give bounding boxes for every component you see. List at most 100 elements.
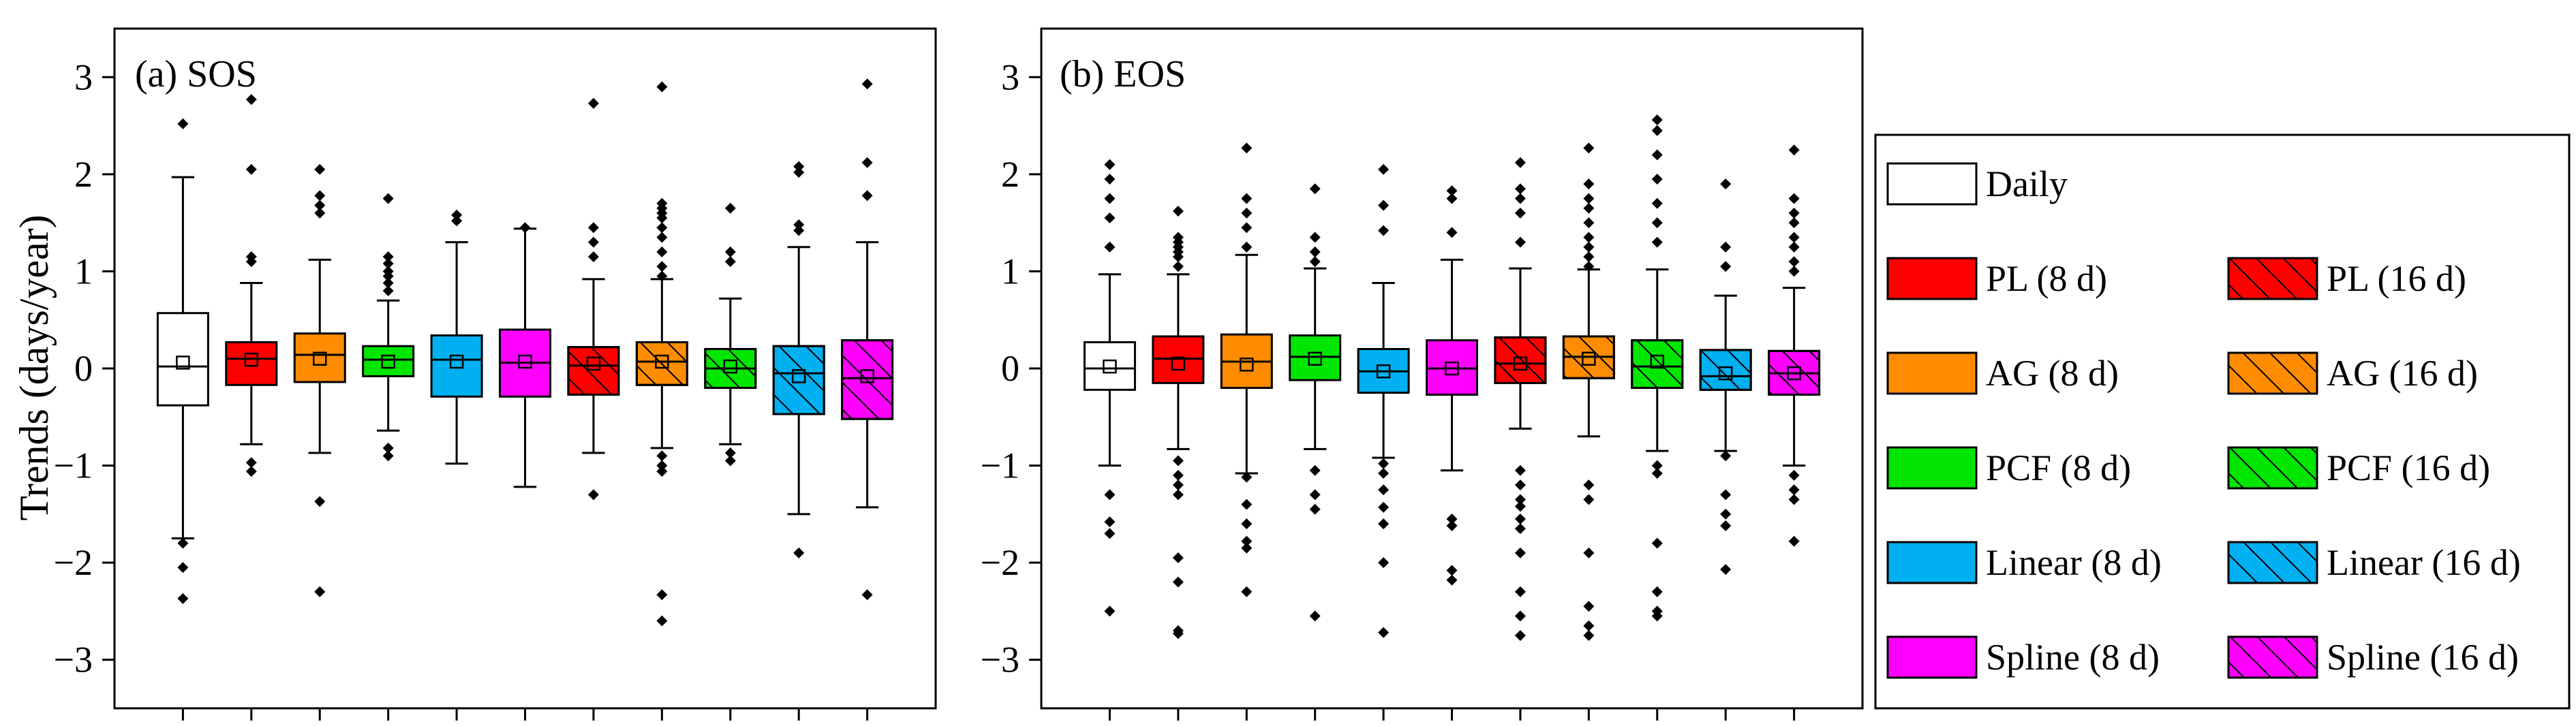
panel-sos: (a) SOS −3 −2 −1 0 1 2 3: [54, 27, 937, 721]
legend-swatch-hatch: [2228, 637, 2317, 678]
legend-swatch: [1886, 257, 1978, 300]
box-pcf-8-d: [362, 193, 415, 462]
legend-swatch-hatch: [2228, 447, 2317, 488]
outlier-point: [1514, 193, 1526, 204]
outlier-point: [314, 496, 326, 507]
outlier-point: [1720, 450, 1732, 462]
outlier-point: [1720, 261, 1732, 272]
y-tick-label: −2: [54, 542, 93, 583]
y-tick-label: 3: [74, 57, 93, 97]
legend-swatch: [1886, 446, 1978, 490]
y-tick-label: 2: [1001, 154, 1019, 195]
outlier-point: [1241, 542, 1253, 554]
box-mean: [586, 356, 601, 371]
legend-frame: [1874, 133, 2571, 710]
outlier-point: [1788, 217, 1800, 229]
outlier-point: [1309, 246, 1321, 257]
outlier-point: [1583, 217, 1595, 229]
outlier-point: [1720, 178, 1732, 190]
outlier-point: [177, 562, 189, 573]
box-outline: [841, 339, 894, 420]
box-spline-16-d: [1768, 144, 1821, 547]
outlier-point: [656, 270, 668, 282]
box-body: [362, 345, 415, 377]
legend-item-pl-16-d: PL (16 d): [2227, 257, 2466, 300]
outlier-point: [1378, 200, 1390, 211]
legend-label: PL (16 d): [2327, 258, 2466, 299]
outlier-point: [1104, 159, 1116, 170]
box-hatch: [1631, 340, 1683, 388]
box-mean: [1171, 356, 1186, 371]
outlier-point: [245, 94, 257, 106]
outlier-point: [1514, 479, 1526, 491]
outlier-point: [1788, 266, 1800, 277]
outlier-point: [1309, 503, 1321, 515]
legend-item-pcf-16-d: PCF (16 d): [2227, 446, 2490, 490]
outlier-point: [1172, 469, 1184, 481]
outlier-point: [1514, 207, 1526, 219]
outlier-point: [1241, 241, 1253, 253]
box-mean: [791, 369, 806, 383]
box-hatch: [1494, 337, 1546, 383]
outlier-point: [1309, 232, 1321, 243]
panel-sos-boxes: [156, 78, 894, 627]
outlier-point: [1651, 149, 1663, 161]
outlier-point: [587, 97, 599, 109]
legend-swatch-outline: [2227, 541, 2318, 584]
outlier-point: [1583, 620, 1595, 631]
outlier-point: [1378, 163, 1390, 175]
outlier-point: [1378, 484, 1390, 496]
outlier-point: [1720, 241, 1732, 253]
outlier-point: [382, 442, 394, 454]
outlier-point: [1583, 547, 1595, 558]
legend-label: PCF (16 d): [2327, 447, 2490, 488]
outlier-point: [1514, 586, 1526, 597]
panel-eos-title: (b) EOS: [1060, 53, 1186, 95]
box-mean: [1308, 351, 1322, 366]
outlier-point: [1514, 523, 1526, 535]
box-hatch: [568, 347, 619, 395]
outlier-point: [1172, 206, 1184, 217]
outlier-point: [656, 615, 668, 627]
y-tick-label: 1: [1001, 251, 1019, 291]
outlier-point: [1514, 494, 1526, 505]
outlier-point: [1172, 479, 1184, 491]
outlier-point: [656, 589, 668, 601]
legend-swatch-outline: [2227, 446, 2318, 490]
outlier-point: [382, 450, 394, 462]
outlier-point: [1172, 552, 1184, 564]
box-mean: [1103, 359, 1117, 374]
outlier-point: [793, 161, 805, 172]
legend-label: Spline (8 d): [1986, 637, 2160, 678]
outlier-point: [1651, 217, 1663, 229]
legend-label: AG (16 d): [2327, 353, 2478, 394]
outlier-point: [1104, 241, 1116, 253]
outlier-point: [1514, 183, 1526, 195]
outlier-point: [1446, 513, 1458, 524]
outlier-point: [587, 489, 599, 501]
outlier-point: [1378, 518, 1390, 530]
box-outline: [1699, 349, 1752, 391]
outlier-point: [1446, 185, 1458, 197]
legend-item-linear-8-d: Linear (8 d): [1886, 541, 2162, 584]
outlier-point: [656, 232, 668, 243]
legend-swatch-outline: [2227, 257, 2318, 300]
outlier-point: [1788, 484, 1800, 496]
outlier-point: [1446, 227, 1458, 238]
legend: Daily PL (8 d) PL (16 d) AG (8 d) AG (16 d) P…: [1874, 133, 2571, 710]
outlier-point: [1378, 225, 1390, 236]
box-body: [1083, 341, 1136, 391]
box-pl-16-d: [1494, 157, 1547, 642]
outlier-point: [519, 222, 531, 234]
y-axis-label: Trends (days/year): [12, 215, 57, 520]
outlier-point: [245, 457, 257, 469]
outlier-point: [724, 246, 736, 257]
outlier-point: [1446, 565, 1458, 576]
outlier-point: [587, 222, 599, 234]
outlier-point: [1241, 499, 1253, 510]
box-pl-8-d: [1152, 206, 1205, 640]
outlier-point: [1514, 157, 1526, 168]
outlier-point: [1788, 535, 1800, 547]
legend-label: Spline (16 d): [2327, 637, 2519, 678]
